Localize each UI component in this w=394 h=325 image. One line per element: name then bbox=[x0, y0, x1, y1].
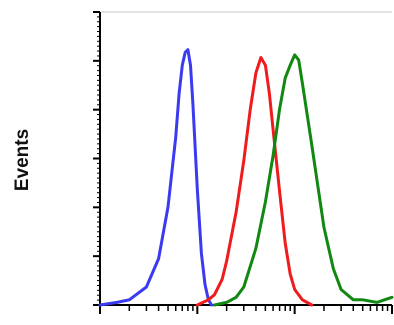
series-line-1 bbox=[98, 48, 214, 307]
series-line-2 bbox=[195, 56, 314, 307]
series-line-3 bbox=[213, 53, 394, 307]
x-axis-ticks bbox=[99, 305, 393, 314]
y-axis-label: Events bbox=[12, 129, 33, 191]
series-lines bbox=[98, 48, 394, 307]
y-axis-ticks bbox=[93, 11, 100, 306]
plot-frame bbox=[99, 11, 392, 306]
